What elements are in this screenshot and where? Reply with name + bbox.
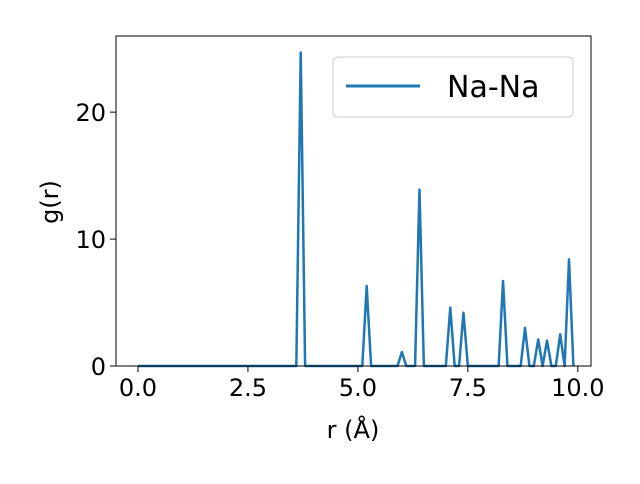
legend-box [332, 56, 574, 118]
x-axis-label: r (Å) [327, 415, 380, 444]
x-tick-label: 10.0 [551, 374, 604, 402]
x-tick-label: 0.0 [119, 374, 157, 402]
legend-label-na-na: Na-Na [447, 70, 539, 105]
plot-layer [137, 51, 575, 368]
y-axis-label: g(r) [36, 180, 64, 224]
x-tick-label: 5.0 [339, 374, 377, 402]
series-line-na-na [137, 51, 575, 368]
x-tick-label: 7.5 [449, 374, 487, 402]
axes-layer: 0.0 2.5 5.0 7.5 10.0 0 10 20 [75, 35, 605, 402]
y-tick-label: 10 [75, 226, 106, 254]
x-tick-label: 2.5 [229, 374, 267, 402]
axes-frame [115, 35, 592, 367]
y-tick-label: 0 [91, 353, 106, 381]
legend: Na-Na [332, 56, 574, 118]
y-tick-label: 20 [75, 99, 106, 127]
